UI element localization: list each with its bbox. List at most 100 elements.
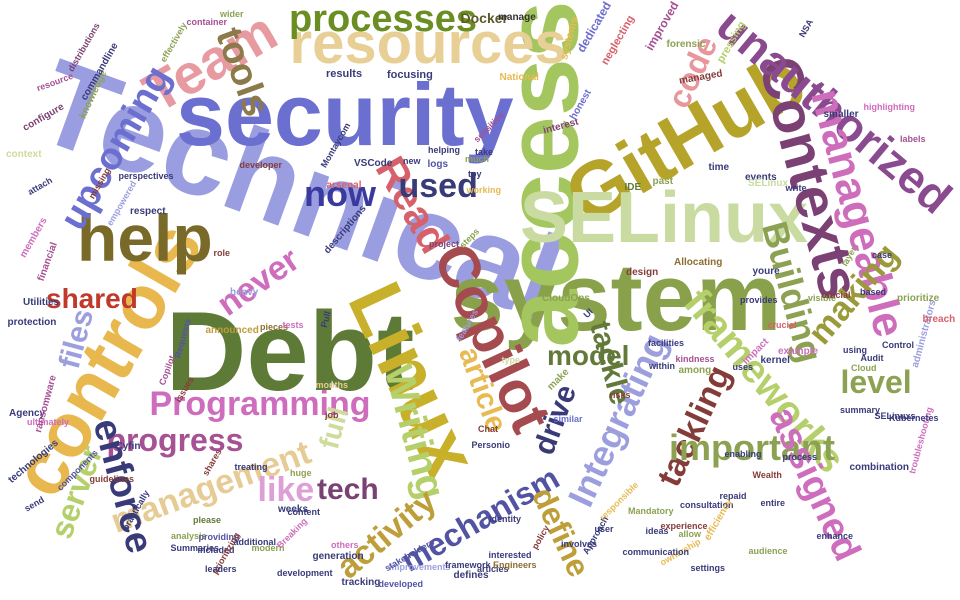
word-engineers: Engineers bbox=[493, 559, 537, 570]
word-breaking: Breaking bbox=[274, 515, 309, 550]
word-risks: risks bbox=[609, 389, 631, 400]
word-important: important bbox=[669, 427, 835, 468]
word-case: case bbox=[872, 249, 893, 260]
word-facilities: facilities bbox=[648, 337, 685, 348]
word-security: security bbox=[176, 65, 514, 164]
word-focusing: focusing bbox=[387, 68, 433, 81]
word-weeks: weeks bbox=[278, 504, 309, 515]
word-arsenal: arsenal bbox=[326, 180, 362, 191]
word-used: used bbox=[398, 167, 478, 205]
word-developed: developed bbox=[378, 578, 424, 589]
word-smaller: smaller bbox=[823, 109, 859, 120]
word-cloudops: CloudOps bbox=[542, 293, 590, 304]
word-consultation: consultation bbox=[680, 499, 734, 510]
word-highlighting: highlighting bbox=[863, 101, 915, 112]
word-others: others bbox=[331, 539, 359, 550]
word-user: user bbox=[594, 523, 614, 534]
word-please: please bbox=[193, 514, 222, 525]
word-visible: visible bbox=[808, 292, 837, 303]
word-crucial: crucial bbox=[821, 289, 851, 300]
word-toy: toy bbox=[468, 168, 482, 179]
word-ultimately: ultimately bbox=[27, 416, 70, 427]
word-selinux: SELinux bbox=[748, 178, 789, 189]
word-kindness: kindness bbox=[675, 353, 715, 364]
word-help: help bbox=[77, 201, 213, 275]
word-enhance: enhance bbox=[816, 530, 854, 541]
word-container: container bbox=[186, 16, 228, 27]
word-type: type bbox=[501, 354, 521, 365]
word-vscode: VSCode bbox=[354, 158, 393, 169]
word-like: like bbox=[257, 471, 315, 509]
word-breach: breach bbox=[922, 314, 956, 325]
word-context: context bbox=[6, 149, 42, 160]
word-attach: attach bbox=[25, 174, 54, 197]
word-kubernetes: Kubernetes bbox=[889, 412, 939, 423]
word-process: process bbox=[782, 451, 818, 462]
word-take: take bbox=[475, 146, 494, 157]
word-crucial: crucial bbox=[767, 319, 797, 330]
word-manage: manage bbox=[498, 12, 536, 23]
word-financial: financial bbox=[35, 240, 60, 283]
word-past: past bbox=[652, 176, 674, 187]
word-prioritize: prioritize bbox=[897, 293, 940, 304]
word-additional: additional bbox=[233, 536, 277, 547]
word-summary: summary bbox=[840, 404, 881, 415]
word-mandatory: Mandatory bbox=[628, 505, 674, 516]
word-tackling: tackling bbox=[649, 359, 739, 493]
word-shared: shared bbox=[46, 283, 138, 314]
word-design: design bbox=[626, 267, 659, 278]
word-resources: resources bbox=[289, 11, 567, 76]
word-nsa: NSA bbox=[796, 17, 815, 39]
word-time: time bbox=[708, 162, 730, 173]
word-identity: identity bbox=[489, 513, 522, 524]
word-agency: Agency bbox=[9, 408, 46, 419]
word-forensic: forensic bbox=[666, 39, 706, 50]
word-repaid: repaid bbox=[719, 490, 747, 501]
word-administrators: administrators bbox=[909, 298, 939, 369]
word-kernel: kernel bbox=[760, 355, 790, 366]
word-ideas: ideas bbox=[645, 525, 669, 536]
word-logs: logs bbox=[427, 159, 449, 170]
word-much: much bbox=[465, 153, 490, 164]
word-audit: Audit bbox=[860, 352, 884, 363]
word-huge: huge bbox=[290, 467, 312, 478]
word-based: based bbox=[860, 286, 887, 297]
word-tracking: tracking bbox=[341, 577, 381, 588]
word-combination: combination bbox=[849, 462, 909, 473]
word-announced: announced bbox=[205, 325, 259, 336]
word-settings: settings bbox=[690, 562, 726, 573]
word-new: new bbox=[403, 155, 421, 166]
word-allocating: Allocating bbox=[674, 257, 723, 268]
word-developer: developer bbox=[239, 159, 283, 170]
word-providing: providing bbox=[198, 531, 240, 542]
word-selinuxs: SELinuxs bbox=[874, 410, 916, 421]
word-write: write bbox=[785, 182, 807, 193]
word-heavy: heavy bbox=[230, 287, 259, 298]
word-framework: framework bbox=[445, 559, 491, 570]
word-audience: audience bbox=[748, 545, 788, 556]
word-allow: allow bbox=[678, 528, 702, 539]
word-utilities: Utilities bbox=[23, 297, 60, 308]
word-example: example bbox=[778, 346, 819, 357]
word-within: within bbox=[649, 360, 675, 371]
word-respect: respect bbox=[130, 206, 166, 217]
word-processes: processes bbox=[289, 0, 478, 40]
word-tech: tech bbox=[317, 473, 379, 506]
word-docker: Docker bbox=[460, 10, 508, 26]
word-working: working bbox=[466, 184, 502, 195]
word-summaries: Summaries bbox=[170, 542, 220, 553]
word-involves: involves bbox=[561, 538, 598, 549]
word-included: included bbox=[197, 544, 235, 555]
word-months: months bbox=[315, 379, 349, 390]
word-uses: uses bbox=[732, 361, 754, 372]
word-level: level bbox=[840, 364, 912, 400]
word-leaders: leaders bbox=[205, 563, 237, 574]
word-entire: entire bbox=[760, 497, 786, 508]
word-debt: Debt bbox=[165, 289, 415, 414]
word-development: development bbox=[277, 567, 333, 578]
word-events: events bbox=[745, 172, 777, 183]
word-guidelines: guidelines bbox=[89, 473, 135, 484]
word-wider: wider bbox=[220, 8, 244, 19]
word-analysis: analysis bbox=[171, 530, 207, 541]
word-national: National bbox=[499, 72, 539, 83]
